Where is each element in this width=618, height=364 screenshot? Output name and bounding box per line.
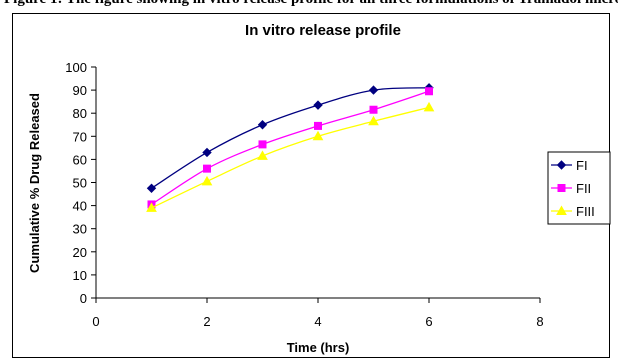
data-point-fiii [201,175,213,186]
y-tick-label: 20 [73,245,87,260]
data-point-fiii [312,130,324,141]
data-point-fi [146,183,157,193]
y-tick-label: 30 [73,222,87,237]
x-tick-label: 2 [203,314,210,329]
y-tick-label: 80 [73,106,87,121]
data-point-fiii [146,202,157,212]
legend-entry-fi: FI [551,158,588,173]
x-tick-label: 0 [92,314,99,329]
data-point-fi [257,120,268,130]
y-tick-label: 90 [73,83,87,98]
chart-frame [12,13,610,358]
legend: FI FII FIII [547,151,611,225]
data-point-fii [203,164,211,173]
data-point-fi [368,85,379,95]
y-tick-label: 40 [73,199,87,214]
chart-title: In vitro release profile [245,22,401,39]
y-tick-label: 60 [73,152,87,167]
legend-marker [556,205,567,215]
x-tick-label: 8 [536,314,543,329]
x-axis-label: Time (hrs) [287,340,350,355]
data-point-fii [425,87,433,96]
y-tick-label: 50 [73,176,87,191]
legend-entry-fiii: FIII [551,204,595,219]
x-tick-label: 4 [314,314,321,329]
data-point-fiii [368,115,379,126]
x-tick-label: 6 [425,314,432,329]
legend-marker [556,160,567,170]
data-point-fii [314,121,322,130]
series-line-fi [151,87,430,189]
series-fii [147,87,433,209]
legend-label: FI [576,158,588,173]
series-fi [146,83,434,193]
data-point-fii [258,140,267,149]
clipped-figure-caption-text: Figure 1: The figure showing in vitro re… [4,0,618,8]
data-point-fiii [423,101,435,112]
y-tick-label: 100 [65,60,87,75]
clipped-figure-caption: Figure 1: The figure showing in vitro re… [0,0,618,11]
data-point-fi [313,100,323,110]
legend-label: FII [576,181,591,196]
y-tick-label: 0 [80,291,87,306]
data-point-fi [202,147,212,158]
y-axis-label: Cumulative % Drug Released [27,93,42,273]
axes: 0 10 20 30 40 50 60 70 80 90 100 0 2 4 6 8 [65,60,543,329]
legend-marker [557,184,566,192]
series-layer [146,83,435,212]
legend-entry-fii: FII [551,181,591,196]
data-point-fiii [257,150,268,160]
y-tick-label: 70 [73,129,87,144]
legend-label: FIII [576,204,595,219]
series-fiii [146,101,435,212]
series-line-fiii [151,106,430,209]
data-point-fii [369,105,378,114]
y-tick-label: 10 [73,268,87,283]
